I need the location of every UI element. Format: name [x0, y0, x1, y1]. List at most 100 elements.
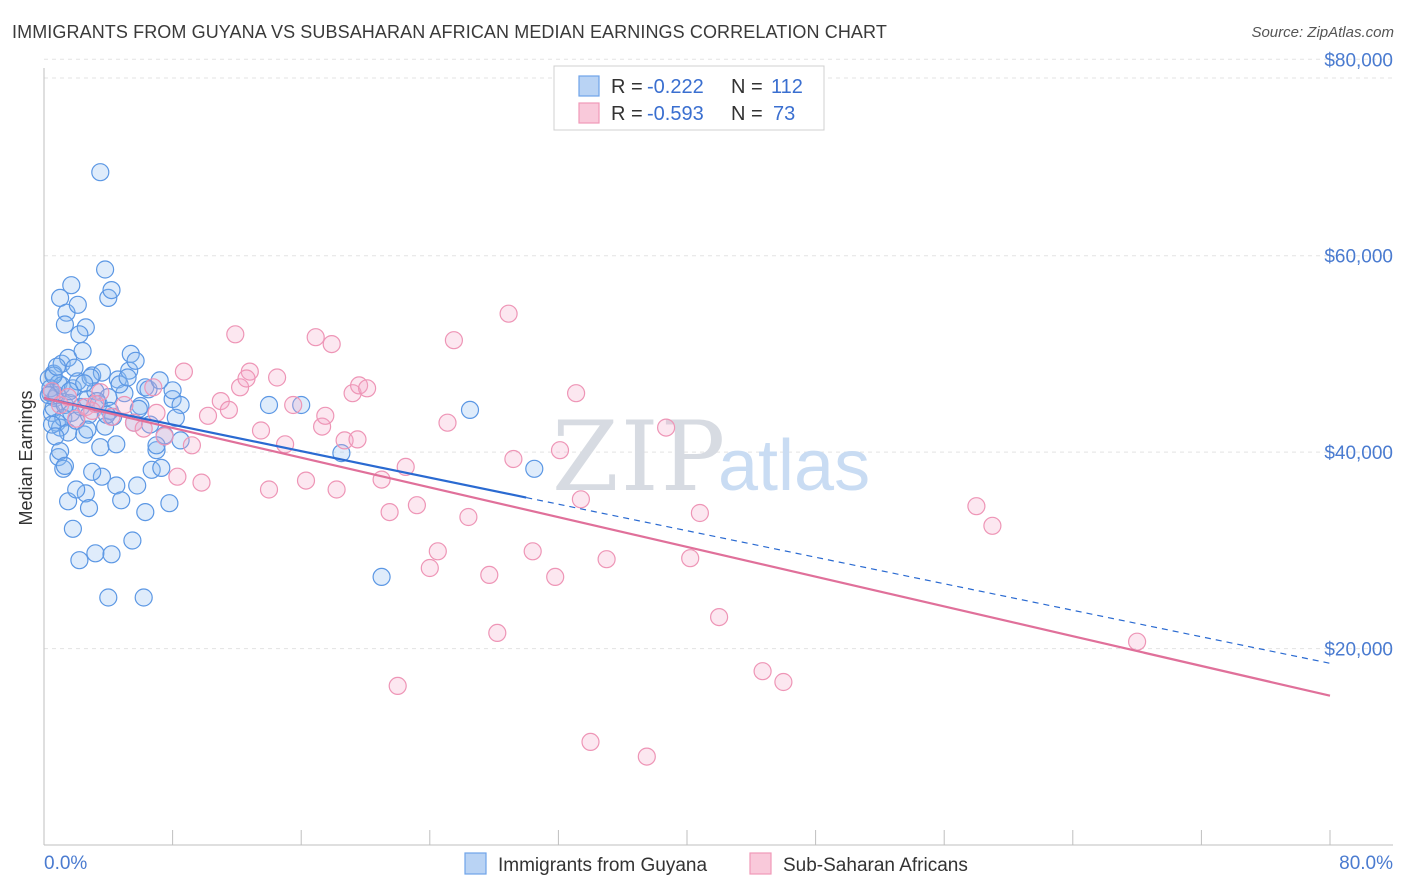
subsaharan-point-46	[459, 507, 478, 527]
y-axis-label: Median Earnings	[16, 390, 36, 525]
subsaharan-point-55	[571, 490, 591, 509]
subsaharan-point-64	[774, 672, 793, 692]
series-guyana-points	[39, 163, 544, 607]
guyana-point-50	[102, 281, 121, 300]
subsaharan-point-15	[182, 436, 201, 455]
x-tick-label-start: 0.0%	[44, 853, 87, 874]
subsaharan-point-6	[91, 383, 110, 402]
guyana-point-21	[75, 425, 94, 444]
guyana-point-27	[92, 363, 112, 382]
guyana-point-70	[112, 491, 131, 510]
bottom-legend-swatch-subsaharan	[749, 852, 772, 875]
watermark: ZIP atlas	[552, 401, 870, 513]
bottom-legend-label-subsaharan: Sub-Saharan Africans	[783, 855, 968, 876]
subsaharan-point-67	[1127, 632, 1147, 651]
guyana-point-38	[147, 441, 166, 460]
subsaharan-point-33	[335, 431, 354, 450]
y-tick-label-0: $20,000	[1324, 640, 1393, 661]
x-tick-label-end: 80.0%	[1339, 853, 1393, 874]
x-axis-ticks	[43, 830, 1331, 845]
chart-source: Source: ZipAtlas.com	[1251, 24, 1394, 41]
correlation-legend: R = -0.222 N = 112 R = -0.593 N = 73	[553, 65, 825, 131]
guyana-point-53	[55, 315, 75, 334]
subsaharan-point-37	[358, 379, 377, 398]
guyana-point-94	[67, 480, 86, 499]
subsaharan-point-11	[147, 403, 166, 422]
guyana-point-105	[118, 368, 137, 387]
subsaharan-point-3	[67, 409, 86, 428]
guyana-point-84	[259, 395, 279, 415]
guyana-point-96	[91, 438, 110, 457]
subsaharan-point-14	[174, 362, 193, 381]
subsaharan-point-59	[656, 418, 676, 437]
guyana-point-35	[131, 396, 150, 416]
guyana-point-65	[86, 544, 105, 563]
subsaharan-point-30	[313, 417, 332, 436]
guyana-point-61	[63, 519, 83, 538]
subsaharan-point-68	[388, 676, 407, 696]
guyana-point-68	[102, 545, 121, 564]
subsaharan-point-38	[372, 470, 391, 489]
subsaharan-point-62	[709, 607, 729, 627]
subsaharan-point-47	[480, 565, 499, 585]
legend-swatch-blue	[578, 75, 600, 97]
subsaharan-point-42	[420, 558, 439, 578]
subsaharan-point-16	[192, 473, 211, 492]
guyana-point-72	[128, 476, 147, 495]
guyana-point-95	[83, 462, 102, 481]
subsaharan-point-19	[219, 400, 238, 419]
legend-n-value-1: 112	[771, 76, 803, 98]
subsaharan-point-27	[284, 395, 303, 415]
legend-r-value-1: -0.222	[647, 76, 704, 98]
guyana-point-67	[99, 588, 118, 607]
subsaharan-point-31	[322, 335, 341, 354]
watermark-atlas: atlas	[718, 426, 870, 506]
subsaharan-point-43	[428, 542, 447, 561]
guyana-point-63	[76, 484, 95, 503]
bottom-legend-label-guyana: Immigrants from Guyana	[498, 855, 707, 876]
subsaharan-point-60	[681, 549, 700, 568]
subsaharan-point-17	[198, 406, 218, 425]
guyana-point-52	[126, 351, 145, 370]
trend-guyana-solid	[43, 397, 527, 499]
subsaharan-point-23	[251, 421, 271, 440]
guyana-point-109	[47, 357, 67, 376]
subsaharan-point-12	[155, 427, 174, 446]
subsaharan-point-70	[144, 378, 163, 397]
trend-guyana-dashed	[526, 496, 1331, 664]
subsaharan-point-63	[753, 662, 772, 681]
y-axis-tick-labels: $20,000 $40,000 $60,000 $80,000	[1324, 50, 1393, 660]
guyana-point-45	[68, 295, 87, 314]
legend-r-label-1: R =	[611, 76, 643, 98]
subsaharan-point-53	[550, 441, 570, 460]
subsaharan-point-28	[296, 471, 316, 490]
guyana-point-59	[54, 459, 73, 478]
subsaharan-point-52	[546, 567, 565, 587]
subsaharan-point-20	[226, 325, 245, 344]
guyana-point-93	[55, 456, 75, 475]
trend-lines	[43, 397, 1331, 697]
guyana-point-87	[372, 567, 391, 587]
subsaharan-point-32	[327, 480, 346, 499]
subsaharan-point-50	[504, 449, 523, 469]
x-axis-tick-labels: 0.0% 80.0%	[44, 853, 1393, 874]
subsaharan-point-45	[444, 331, 463, 350]
y-tick-label-2: $60,000	[1324, 247, 1393, 268]
guyana-point-44	[62, 276, 81, 295]
chart-title: IMMIGRANTS FROM GUYANA VS SUBSAHARAN AFR…	[12, 22, 887, 42]
subsaharan-point-41	[407, 496, 426, 515]
guyana-point-62	[70, 551, 89, 570]
guyana-point-57	[73, 341, 92, 361]
guyana-point-71	[123, 531, 142, 550]
y-tick-label-1: $40,000	[1324, 443, 1393, 464]
subsaharan-point-66	[983, 516, 1002, 535]
guyana-point-106	[75, 374, 94, 393]
subsaharan-point-48	[488, 623, 507, 643]
subsaharan-point-39	[380, 502, 399, 522]
subsaharan-point-51	[523, 542, 542, 561]
subsaharan-point-13	[168, 467, 187, 486]
guyana-point-64	[79, 499, 99, 518]
subsaharan-point-26	[276, 435, 295, 454]
subsaharan-point-24	[259, 480, 279, 499]
